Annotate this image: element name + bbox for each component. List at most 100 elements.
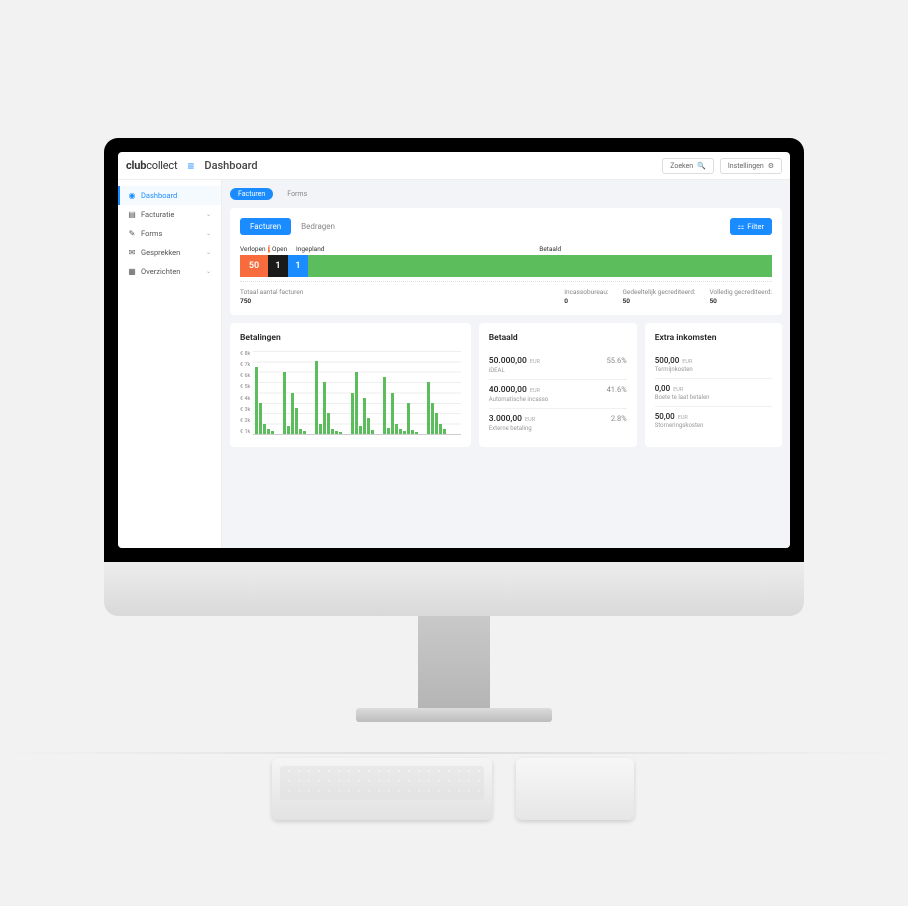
chart-bar	[355, 372, 358, 434]
chart-bar	[283, 372, 286, 434]
chart-bar	[267, 429, 270, 434]
dashboard-icon: ◉	[128, 191, 136, 200]
chart-bar	[331, 429, 334, 434]
tab-facturen[interactable]: Facturen	[230, 188, 273, 200]
stat-partial: Gedeeltelijk gecrediteerd: 50	[622, 288, 695, 305]
stat-incasso: Incassobureau: 0	[564, 288, 608, 305]
chart-bar	[415, 432, 418, 434]
sidebar-item-label: Facturatie	[141, 210, 174, 219]
status-label-verlopen: Verlopen 1	[240, 245, 268, 253]
filter-icon: ⚏	[738, 222, 745, 231]
chart-bar	[351, 393, 354, 435]
badge: 1	[268, 245, 271, 253]
status-bar: 50 1 1	[240, 255, 772, 277]
paid-metric: 40.000,00EUR41.6%Automatische incasso	[489, 380, 627, 409]
payments-chart: € 8k€ 7k€ 6k€ 5k€ 4k€ 3k€ 2k€ 1k	[240, 351, 461, 435]
gear-icon: ⚙	[768, 162, 774, 170]
stat-total: Totaal aantal facturen 750	[240, 288, 303, 305]
status-seg-verlopen[interactable]: 50	[240, 255, 268, 277]
trackpad	[516, 758, 634, 820]
status-label-open: Open	[272, 245, 292, 253]
chart-bar	[287, 426, 290, 434]
chart-bar	[363, 398, 366, 434]
chart-bar	[411, 430, 414, 434]
chevron-down-icon: ⌄	[206, 249, 211, 256]
tab-forms[interactable]: Forms	[279, 188, 315, 200]
chart-bar	[395, 424, 398, 434]
subtab-facturen[interactable]: Facturen	[240, 218, 291, 235]
chart-bar	[339, 432, 342, 434]
chart-bar	[383, 377, 386, 434]
chart-bar	[323, 382, 326, 434]
logo: clubcollect	[126, 159, 177, 172]
sidebar-item-label: Dashboard	[141, 191, 177, 200]
search-placeholder: Zoeken	[670, 162, 693, 170]
chart-bar	[443, 429, 446, 434]
payments-panel: Betalingen € 8k€ 7k€ 6k€ 5k€ 4k€ 3k€ 2k€…	[230, 323, 471, 447]
payments-title: Betalingen	[240, 333, 461, 343]
sidebar-item-facturatie[interactable]: ▤ Facturatie ⌄	[118, 205, 221, 224]
chart-bar	[319, 424, 322, 434]
sidebar-item-forms[interactable]: ✎ Forms ⌄	[118, 224, 221, 243]
chart-bar	[399, 429, 402, 434]
sidebar-item-overzichten[interactable]: ▦ Overzichten ⌄	[118, 262, 221, 281]
menu-icon[interactable]: ≡	[187, 159, 194, 173]
sidebar-item-label: Gesprekken	[141, 248, 180, 257]
invoices-card: Facturen Bedragen ⚏ Filter Verlopen 1 Op…	[230, 208, 782, 315]
subtab-bedragen[interactable]: Bedragen	[291, 218, 345, 235]
chart-bar	[367, 418, 370, 434]
status-label-betaald: Betaald	[328, 245, 772, 253]
settings-button[interactable]: Instellingen ⚙	[720, 158, 782, 174]
filter-label: Filter	[747, 222, 764, 231]
filter-button[interactable]: ⚏ Filter	[730, 218, 773, 235]
stat-full: Volledig gecrediteerd: 50	[709, 288, 772, 305]
topbar: clubcollect ≡ Dashboard Zoeken 🔍 Instell…	[118, 152, 790, 180]
chart-bar	[291, 393, 294, 435]
chart-bar	[335, 431, 338, 434]
sidebar-item-dashboard[interactable]: ◉ Dashboard	[118, 186, 221, 205]
chart-bar	[295, 408, 298, 434]
income-metric: 50,00EURStorneringskosten	[655, 407, 772, 434]
paid-metric: 3.000,00EUR2.8%Externe betaling	[489, 409, 627, 437]
invoice-icon: ▤	[128, 210, 136, 219]
status-seg-open[interactable]: 1	[268, 255, 288, 277]
settings-label: Instellingen	[728, 162, 764, 170]
chart-bar	[359, 426, 362, 434]
chevron-down-icon: ⌄	[206, 211, 211, 218]
chart-bar	[435, 413, 438, 434]
page-title: Dashboard	[204, 159, 257, 172]
chart-bar	[439, 424, 442, 434]
top-tabs: Facturen Forms	[230, 188, 782, 200]
chart-bar	[299, 429, 302, 434]
chart-bar	[387, 428, 390, 434]
chevron-down-icon: ⌄	[206, 230, 211, 237]
income-title: Extra inkomsten	[655, 333, 772, 343]
sidebar: ◉ Dashboard ▤ Facturatie ⌄ ✎ Forms ⌄ ✉ G…	[118, 180, 222, 548]
sidebar-item-label: Forms	[141, 229, 162, 238]
sidebar-item-label: Overzichten	[141, 267, 180, 276]
search-icon: 🔍	[697, 162, 706, 170]
paid-title: Betaald	[489, 333, 627, 343]
chart-bar	[431, 403, 434, 434]
forms-icon: ✎	[128, 229, 136, 238]
keyboard	[272, 758, 492, 820]
income-panel: Extra inkomsten 500,00EURTermijnkosten0,…	[645, 323, 782, 447]
chart-bar	[259, 403, 262, 434]
chart-bar	[427, 382, 430, 434]
status-seg-ingepland[interactable]: 1	[288, 255, 308, 277]
search-input[interactable]: Zoeken 🔍	[662, 158, 714, 174]
chart-bar	[371, 430, 374, 434]
chart-bar	[271, 431, 274, 434]
overview-icon: ▦	[128, 267, 136, 276]
chart-bar	[327, 413, 330, 434]
status-label-ingepland: Ingepland	[296, 245, 324, 253]
status-seg-betaald[interactable]	[308, 255, 772, 277]
chart-bar	[391, 393, 394, 435]
income-metric: 500,00EURTermijnkosten	[655, 351, 772, 379]
paid-panel: Betaald 50.000,00EUR55.6%iDEAL40.000,00E…	[479, 323, 637, 447]
chart-bar	[263, 424, 266, 434]
paid-metric: 50.000,00EUR55.6%iDEAL	[489, 351, 627, 380]
chart-bar	[407, 403, 410, 434]
sidebar-item-gesprekken[interactable]: ✉ Gesprekken ⌄	[118, 243, 221, 262]
chat-icon: ✉	[128, 248, 136, 257]
